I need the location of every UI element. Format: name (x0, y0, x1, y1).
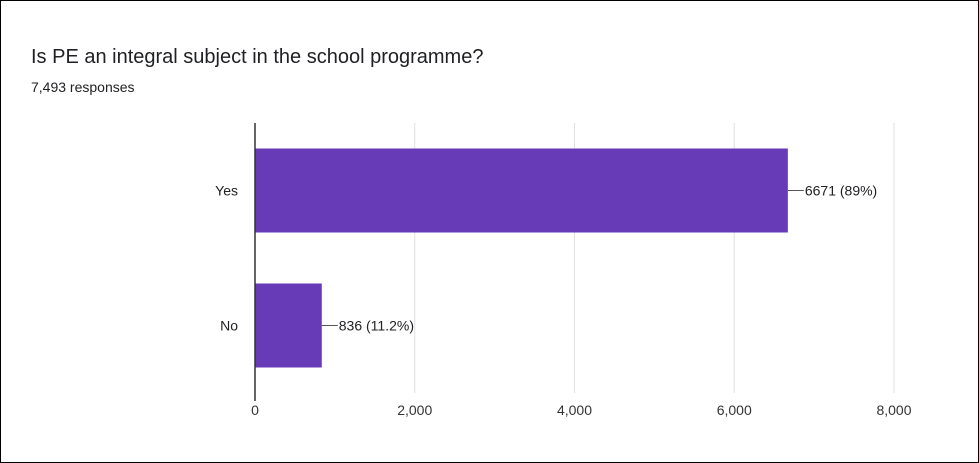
category-label-no: No (220, 318, 238, 334)
category-label-yes: Yes (215, 183, 238, 199)
response-count: 7,493 responses (31, 79, 135, 95)
x-tick-label-2: 4,000 (557, 402, 592, 418)
data-label-no: 836 (11.2%) (339, 318, 414, 334)
x-tick-label-3: 6,000 (717, 402, 752, 418)
data-label-yes: 6671 (89%) (805, 183, 877, 199)
x-tick-label-0: 0 (251, 402, 259, 418)
bar-yes (255, 148, 788, 233)
chart-title: Is PE an integral subject in the school … (31, 46, 484, 68)
x-tick-label-1: 2,000 (397, 402, 432, 418)
bar-no (255, 283, 322, 368)
x-tick-label-4: 8,000 (876, 402, 911, 418)
